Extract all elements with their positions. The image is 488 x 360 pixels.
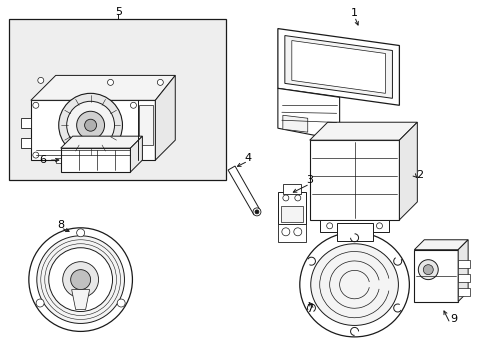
Bar (457, 260, 469, 268)
Circle shape (252, 208, 261, 216)
Circle shape (254, 210, 259, 214)
Circle shape (49, 248, 112, 311)
Circle shape (77, 229, 84, 237)
Polygon shape (61, 136, 142, 148)
Bar (413, 250, 457, 302)
Polygon shape (291, 41, 385, 93)
Circle shape (376, 223, 382, 229)
Polygon shape (155, 75, 175, 160)
Circle shape (38, 77, 44, 84)
Circle shape (77, 111, 104, 139)
Text: 5: 5 (115, 6, 122, 17)
Bar (319, 220, 388, 232)
Polygon shape (227, 166, 260, 215)
Text: 8: 8 (57, 220, 64, 230)
Polygon shape (277, 88, 339, 140)
Circle shape (33, 152, 39, 158)
Circle shape (130, 102, 136, 108)
Text: 3: 3 (305, 175, 313, 185)
Bar (277, 224, 305, 242)
Bar (457, 288, 469, 296)
Text: 9: 9 (450, 314, 457, 324)
Circle shape (84, 119, 96, 131)
Circle shape (71, 270, 90, 289)
Bar (336, 223, 372, 241)
Bar (277, 192, 305, 224)
Polygon shape (399, 122, 416, 220)
Text: 2: 2 (415, 170, 422, 180)
Bar (9, 19, 225, 180)
Polygon shape (413, 240, 467, 250)
Circle shape (62, 262, 99, 298)
Circle shape (29, 228, 132, 332)
Polygon shape (72, 289, 89, 310)
Ellipse shape (310, 244, 398, 325)
Circle shape (293, 228, 301, 236)
Polygon shape (282, 115, 307, 132)
Bar (56, 158, 61, 163)
Text: 7: 7 (305, 305, 313, 315)
Circle shape (326, 223, 332, 229)
Text: 4: 4 (244, 153, 251, 163)
Text: 1: 1 (350, 8, 357, 18)
Circle shape (36, 299, 44, 307)
Bar (309, 140, 399, 220)
Bar (65, 158, 72, 163)
Circle shape (66, 101, 114, 149)
Circle shape (282, 195, 288, 201)
Bar (139, 105, 153, 145)
Polygon shape (457, 240, 467, 302)
Bar (76, 158, 81, 163)
Circle shape (33, 102, 39, 108)
Circle shape (37, 236, 124, 323)
Circle shape (157, 80, 163, 85)
Polygon shape (309, 122, 416, 140)
Polygon shape (31, 100, 155, 160)
Bar (21, 118, 31, 128)
Polygon shape (31, 75, 175, 100)
Circle shape (417, 260, 437, 280)
Circle shape (59, 93, 122, 157)
Circle shape (281, 228, 289, 236)
Circle shape (294, 195, 300, 201)
Circle shape (117, 299, 125, 307)
Circle shape (107, 80, 113, 85)
Polygon shape (285, 36, 392, 98)
Polygon shape (130, 136, 142, 172)
Bar (282, 184, 300, 194)
Bar (457, 274, 469, 282)
Text: 6: 6 (39, 155, 46, 165)
Ellipse shape (299, 232, 408, 337)
Bar (280, 206, 302, 222)
Bar (21, 138, 31, 148)
Polygon shape (277, 28, 399, 105)
Circle shape (130, 152, 136, 158)
Circle shape (423, 265, 432, 275)
Bar (61, 148, 130, 172)
